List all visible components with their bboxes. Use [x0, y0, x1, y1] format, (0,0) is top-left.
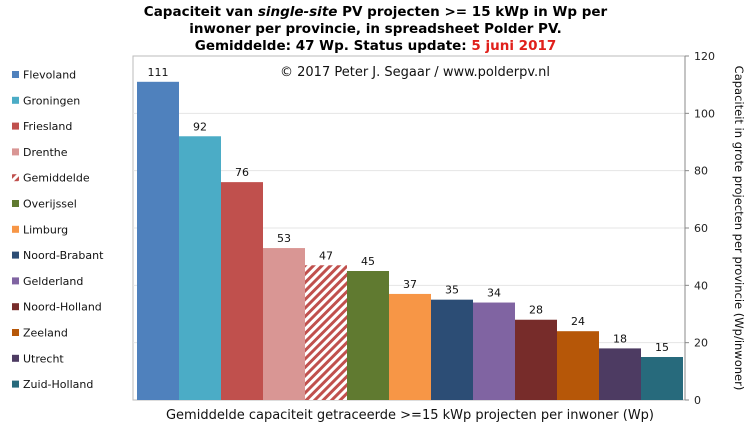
bar-friesland	[221, 182, 263, 400]
bar-limburg	[389, 293, 431, 400]
legend-swatch	[12, 200, 19, 207]
bar-overijssel	[347, 271, 389, 400]
legend: Flevoland Groningen Friesland Drenthe Gemidd…	[12, 69, 104, 391]
legend-swatch	[12, 174, 19, 182]
legend-swatch	[12, 329, 19, 336]
legend-swatch	[12, 251, 19, 259]
legend-swatch	[12, 354, 19, 362]
data-labels: 111 92 76 53 47 45 37 35 34 28 24 18 15	[148, 66, 670, 354]
bar-zuid-holland	[641, 357, 683, 400]
legend-label: Zeeland	[23, 327, 68, 340]
legend-label: Gelderland	[23, 275, 83, 288]
y-tick-label: 120	[694, 50, 715, 63]
data-label: 15	[655, 341, 669, 354]
data-label: 28	[529, 304, 543, 317]
bar-drenthe	[263, 248, 305, 400]
bar-flevoland	[137, 81, 179, 401]
data-label: 37	[403, 278, 417, 291]
chart-title: Capaciteit van single-site PV projecten …	[0, 4, 751, 55]
y-tick-label: 0	[694, 394, 701, 407]
title-line-3: Gemiddelde: 47 Wp. Status update: 5 juni…	[0, 38, 751, 55]
legend-swatch	[12, 303, 19, 311]
x-axis-title: Gemiddelde capaciteit getraceerde >=15 k…	[166, 408, 654, 423]
y-tick-label: 100	[694, 107, 715, 120]
data-label: 18	[613, 332, 627, 345]
y-tick-label: 20	[694, 337, 708, 350]
y-axis-title: Capaciteit in grote projecten per provin…	[732, 66, 746, 391]
y-axis: 0 20 40 60 80 100 120	[684, 50, 715, 407]
y-tick-label: 80	[694, 165, 708, 178]
y-tick-label: 60	[694, 222, 708, 235]
title-line-2: inwoner per provincie, in spreadsheet Po…	[189, 21, 562, 37]
legend-label: Zuid-Holland	[23, 378, 93, 391]
bar-noord-brabant	[431, 299, 473, 400]
title-line-1: Capaciteit van single-site PV projecten …	[0, 4, 751, 21]
data-label: 34	[487, 287, 501, 300]
data-label: 92	[193, 120, 207, 133]
legend-label: Gemiddelde	[23, 172, 90, 185]
copyright-text: © 2017 Peter J. Segaar / www.polderpv.nl	[280, 65, 550, 80]
status-date: 5 juni 2017	[471, 38, 557, 54]
title-text: Capaciteit van	[143, 4, 258, 20]
legend-label: Drenthe	[23, 146, 68, 159]
title-text: Gemiddelde: 47 Wp. Status update:	[194, 38, 472, 54]
bar-gemiddelde	[305, 265, 347, 400]
title-text: PV projecten >= 15 kWp in Wp per	[337, 4, 608, 20]
legend-label: Utrecht	[23, 352, 64, 365]
bar-zeeland	[557, 331, 599, 400]
legend-label: Friesland	[23, 120, 72, 133]
y-tick-label: 40	[694, 279, 708, 292]
legend-label: Noord-Brabant	[23, 249, 104, 262]
data-label: 76	[235, 166, 249, 179]
data-label: 53	[277, 232, 291, 245]
bar-utrecht	[599, 348, 641, 400]
bars	[137, 81, 683, 401]
legend-label: Flevoland	[23, 69, 76, 82]
legend-label: Limburg	[23, 223, 68, 236]
title-italic-text: single-site	[257, 4, 338, 20]
legend-swatch	[12, 122, 19, 130]
data-label: 35	[445, 284, 459, 297]
legend-label: Overijssel	[23, 198, 77, 211]
data-label: 111	[148, 66, 169, 79]
bar-noord-holland	[515, 319, 557, 400]
legend-swatch	[12, 277, 19, 285]
legend-label: Groningen	[23, 94, 80, 107]
legend-label: Noord-Holland	[23, 301, 102, 314]
legend-swatch	[12, 71, 19, 78]
legend-swatch	[12, 225, 19, 233]
legend-swatch	[12, 380, 19, 388]
data-label: 47	[319, 249, 333, 262]
legend-swatch	[12, 96, 19, 104]
data-label: 45	[361, 255, 375, 268]
data-label: 24	[571, 315, 585, 328]
legend-swatch	[12, 148, 19, 156]
bar-groningen	[179, 136, 221, 400]
bar-gelderland	[473, 302, 515, 400]
